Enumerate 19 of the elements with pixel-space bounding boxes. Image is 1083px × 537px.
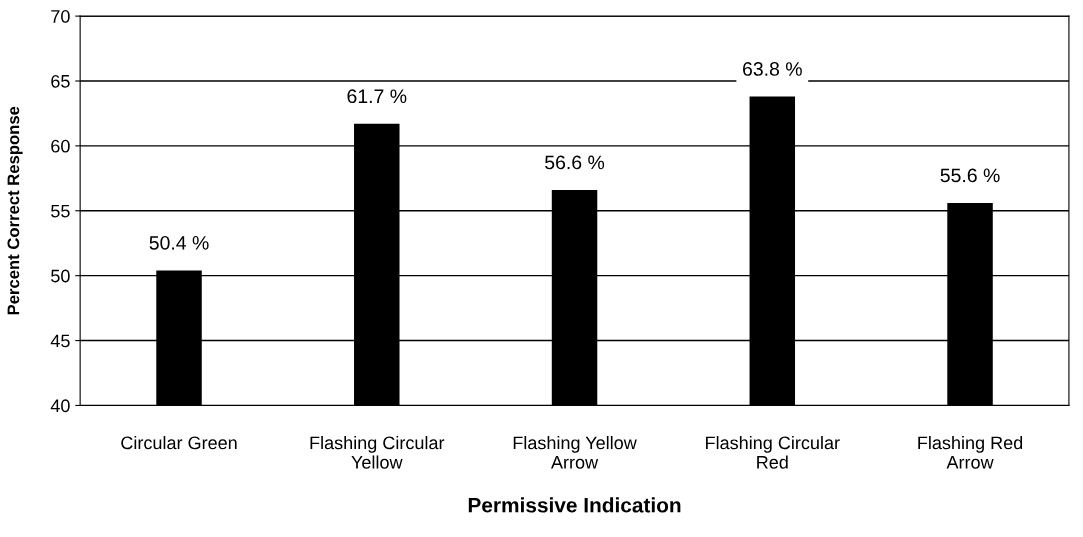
data-label: 63.8 % [743,62,802,76]
data-label: 50.4 % [149,235,209,250]
y-tick-label: 45 [50,334,70,348]
y-tick-label: 65 [51,74,70,88]
y-tick-label: 50 [51,269,70,283]
data-label: 61.7 % [347,89,407,104]
y-tick-label: 70 [51,10,70,23]
x-tick-label: Circular Green [121,435,237,450]
x-axis-title: Permissive Indication [468,497,681,513]
data-label: 55.6 % [940,168,1000,183]
y-tick-label: 55 [51,204,70,218]
y-axis-title: Percent Correct Response [7,106,23,315]
data-label: 56.6 % [545,155,605,170]
x-tick-label: Flashing Circular Yellow [310,435,445,469]
y-tick-label: 40 [50,399,70,413]
x-tick-label: Flashing Yellow Arrow [513,435,637,469]
x-tick-label: Flashing Red Arrow [918,435,1023,469]
x-tick-label: Flashing Circular Red [706,435,840,469]
y-tick-label: 60 [51,139,70,153]
